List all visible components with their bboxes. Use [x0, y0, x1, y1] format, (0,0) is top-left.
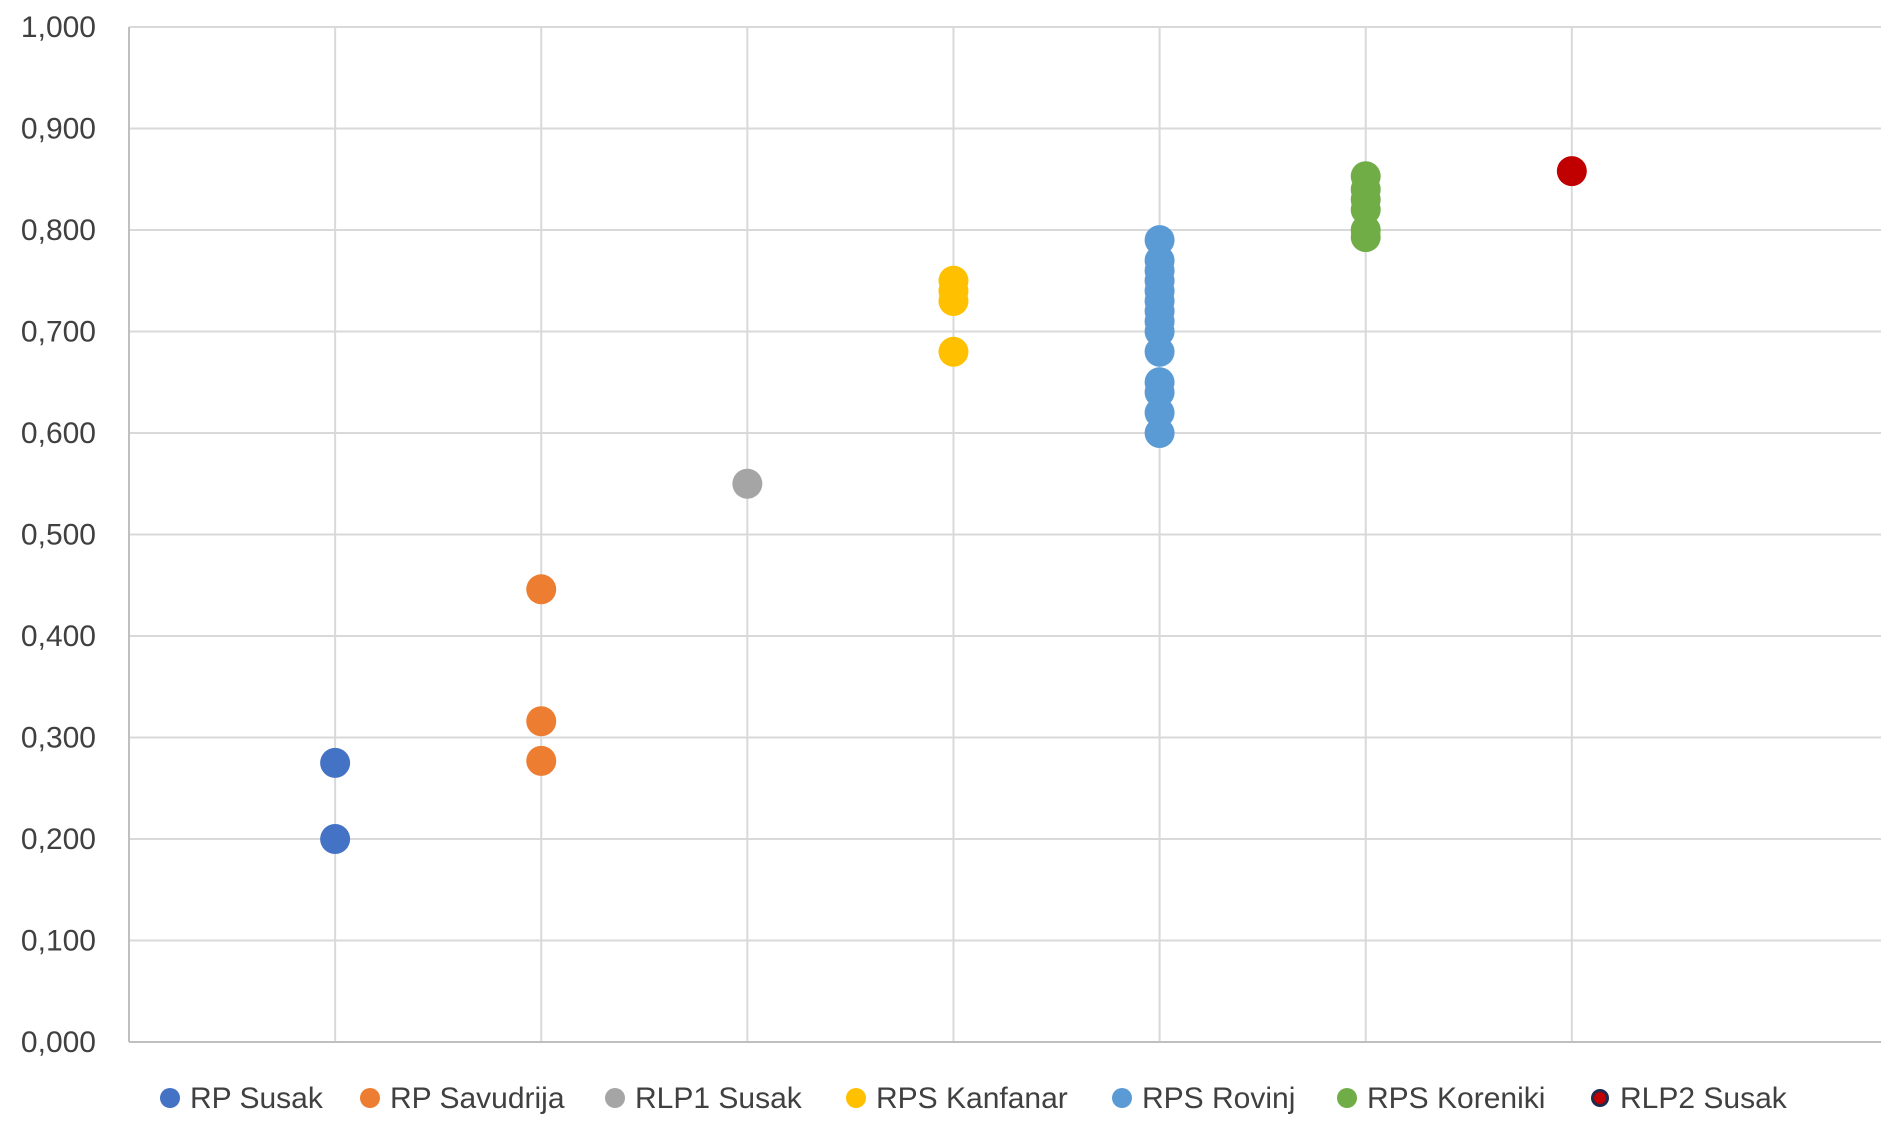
y-tick-label: 0,300: [21, 722, 96, 755]
data-point: [526, 706, 557, 737]
data-point: [938, 336, 969, 367]
legend: RP Susak RP Savudrija RLP1 Susak RPS Kanfan…: [160, 1082, 1788, 1115]
data-point: [1556, 156, 1587, 187]
legend-label: RPS Koreniki: [1367, 1082, 1545, 1115]
legend-label: RLP1 Susak: [635, 1082, 803, 1115]
data-point: [1350, 222, 1381, 253]
y-tick-label: 0,200: [21, 823, 96, 856]
legend-item: RP Savudrija: [360, 1082, 565, 1115]
data-point: [320, 747, 351, 778]
y-tick-label: 0,800: [21, 214, 96, 247]
data-point: [526, 745, 557, 776]
data-point: [1144, 418, 1175, 448]
legend-label: RLP2 Susak: [1620, 1082, 1788, 1115]
data-point: [732, 468, 763, 499]
legend-marker: [605, 1088, 625, 1108]
axes: [128, 27, 1881, 1043]
data-point: [320, 824, 351, 854]
y-tick-label: 0,700: [21, 316, 96, 349]
y-tick-label: 0,500: [21, 519, 96, 552]
legend-label: RP Susak: [190, 1082, 324, 1115]
data-point: [938, 286, 969, 317]
legend-marker: [160, 1088, 180, 1108]
y-tick-label: 0,100: [21, 925, 96, 958]
y-tick-labels: 0,000 0,100 0,200 0,300 0,400 0,500 0,600 0,700…: [21, 11, 96, 1059]
legend-marker-inner: [1594, 1092, 1606, 1104]
y-tick-label: 0,600: [21, 417, 96, 450]
legend-marker: [1112, 1088, 1132, 1108]
legend-item: RPS Koreniki: [1337, 1082, 1545, 1115]
legend-item: RP Susak: [160, 1082, 324, 1115]
legend-marker: [360, 1088, 380, 1108]
legend-item: RLP2 Susak: [1591, 1082, 1788, 1115]
data-points: [320, 156, 1587, 854]
legend-item: RPS Rovinj: [1112, 1082, 1295, 1115]
data-point: [526, 574, 557, 605]
y-tick-label: 0,400: [21, 620, 96, 653]
y-tick-label: 1,000: [21, 11, 96, 44]
legend-item: RLP1 Susak: [605, 1082, 803, 1115]
data-point: [1144, 336, 1175, 367]
legend-marker: [846, 1088, 866, 1108]
legend-label: RPS Kanfanar: [876, 1082, 1068, 1115]
y-tick-label: 0,000: [21, 1026, 96, 1059]
grid: [129, 26, 1881, 1042]
legend-label: RPS Rovinj: [1142, 1082, 1295, 1115]
y-tick-label: 0,900: [21, 113, 96, 146]
legend-label: RP Savudrija: [390, 1082, 565, 1115]
legend-marker: [1337, 1088, 1357, 1108]
legend-item: RPS Kanfanar: [846, 1082, 1068, 1115]
